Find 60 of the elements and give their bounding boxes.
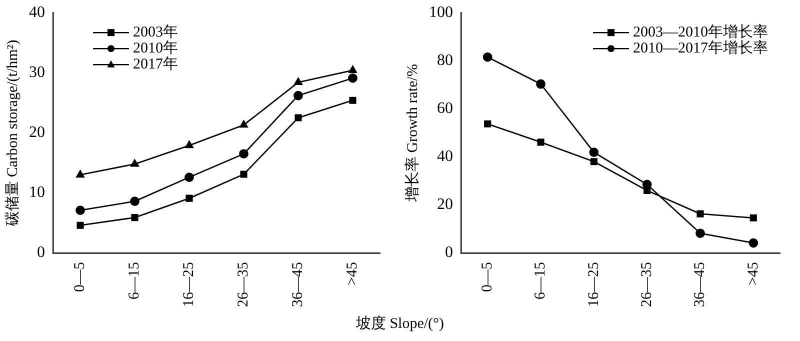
- point: [696, 228, 705, 238]
- x-tick-label: 36—45: [290, 262, 306, 307]
- x-tick-label: >45: [344, 262, 361, 286]
- point: [696, 210, 704, 218]
- point: [76, 170, 84, 178]
- legend-label: 2017年: [133, 56, 178, 73]
- point: [76, 206, 85, 216]
- y-tick-label: 10: [29, 184, 45, 202]
- point: [294, 78, 302, 86]
- point: [186, 194, 193, 202]
- legend-label: 2003年: [133, 24, 178, 41]
- x-tick-label: 26—35: [236, 262, 252, 307]
- legend-label: 2010年: [133, 40, 178, 57]
- point: [750, 214, 757, 222]
- point: [240, 120, 248, 128]
- point: [348, 73, 358, 83]
- point: [131, 214, 138, 222]
- point: [482, 52, 492, 62]
- legend-label: 2003—2010年增长率: [633, 24, 768, 41]
- x-tick-label: 6—15: [532, 262, 549, 300]
- y-tick-label: 0: [445, 244, 453, 262]
- point: [589, 148, 599, 157]
- point: [185, 140, 194, 148]
- y-tick-label: 60: [437, 100, 453, 117]
- point: [349, 96, 356, 104]
- y-tick-label: 40: [29, 4, 45, 21]
- point: [484, 120, 492, 128]
- point: [537, 138, 544, 146]
- point: [130, 196, 140, 206]
- point: [76, 222, 84, 229]
- y-axis-title: 碳储量 Carbon storage/(t/hm²): [4, 40, 21, 227]
- y-tick-label: 20: [437, 196, 453, 214]
- x-tick-label: 26—35: [639, 262, 656, 307]
- point: [239, 149, 248, 159]
- y-tick-label: 0: [37, 244, 45, 262]
- x-tick-label: 16—25: [181, 262, 198, 307]
- point: [294, 90, 303, 100]
- x-tick-label: 6—15: [126, 262, 143, 300]
- y-tick-label: 20: [29, 124, 45, 142]
- point: [348, 66, 357, 73]
- legend-label: 2010—2017年增长率: [633, 40, 768, 57]
- point: [294, 114, 302, 122]
- point: [590, 158, 598, 166]
- x-tick-label: 0—5: [72, 262, 88, 292]
- y-tick-label: 80: [437, 52, 453, 69]
- x-tick-label: 36—45: [692, 262, 708, 307]
- y-tick-label: 40: [437, 148, 453, 166]
- y-tick-label: 30: [29, 64, 45, 81]
- x-tick-label: >45: [745, 262, 762, 286]
- y-axis-title: 增长率 Growth rate/%: [404, 64, 421, 203]
- y-tick-label: 100: [429, 4, 453, 21]
- point: [644, 186, 651, 194]
- x-tick-label: 0—5: [480, 262, 496, 292]
- point: [536, 79, 546, 89]
- point: [748, 238, 758, 248]
- point: [184, 172, 194, 182]
- x-tick-label: 16—25: [586, 262, 602, 307]
- x-axis-title: 坡度 Slope/(°): [354, 314, 446, 333]
- point: [130, 159, 139, 167]
- point: [240, 170, 248, 178]
